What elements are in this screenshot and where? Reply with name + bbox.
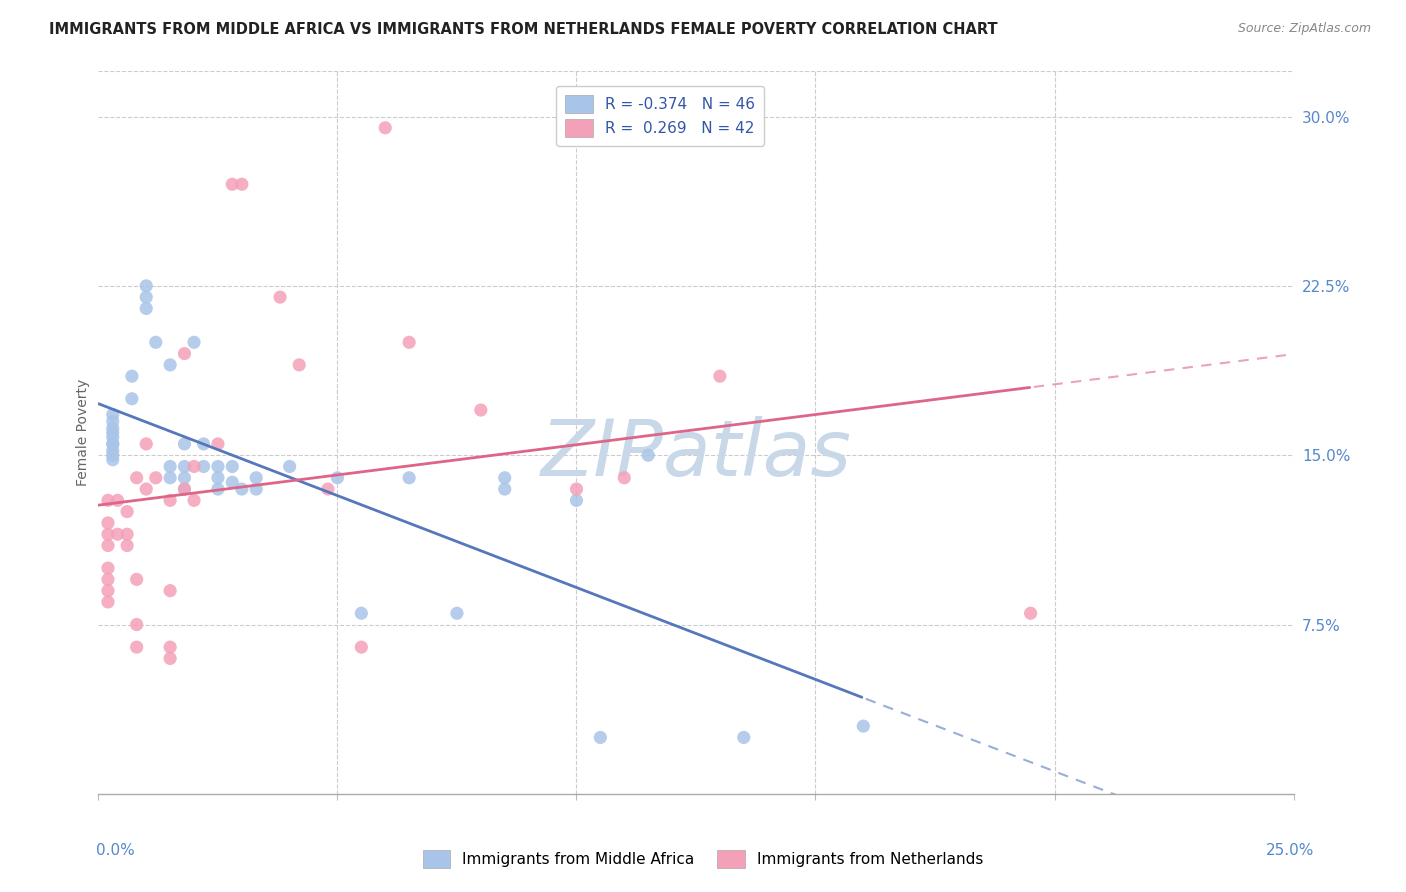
Point (288, 358, 311, 372)
Point (245, 471, 267, 485)
Point (135, 482, 157, 496)
Point (101, 421, 124, 435)
Point (101, 443, 124, 458)
Point (245, 482, 267, 496)
Point (97, 516, 120, 530)
Point (101, 414, 124, 428)
Point (221, 459, 243, 474)
Legend: Immigrants from Middle Africa, Immigrants from Netherlands: Immigrants from Middle Africa, Immigrant… (415, 843, 991, 875)
Point (101, 430, 124, 444)
Y-axis label: Female Poverty: Female Poverty (76, 379, 90, 486)
Point (613, 471, 636, 485)
Point (101, 452, 124, 467)
Point (97, 539, 120, 553)
Point (125, 617, 148, 632)
Point (125, 640, 148, 654)
Text: Source: ZipAtlas.com: Source: ZipAtlas.com (1237, 22, 1371, 36)
Point (398, 471, 420, 485)
Point (183, 335, 205, 350)
Point (135, 437, 157, 451)
Point (97, 583, 120, 598)
Point (125, 471, 148, 485)
Point (709, 369, 731, 384)
Point (101, 425, 124, 440)
Text: ZIPatlas: ZIPatlas (540, 417, 852, 492)
Point (221, 178, 243, 192)
Point (145, 335, 167, 350)
Point (193, 459, 215, 474)
Point (565, 493, 588, 508)
Point (207, 459, 229, 474)
Point (589, 731, 612, 745)
Point (159, 583, 181, 598)
Point (350, 607, 373, 621)
Point (278, 459, 301, 474)
Legend: R = -0.374   N = 46, R =  0.269   N = 42: R = -0.374 N = 46, R = 0.269 N = 42 (557, 87, 763, 146)
Point (207, 437, 229, 451)
Point (107, 527, 129, 541)
Point (101, 437, 124, 451)
Point (97, 595, 120, 609)
Point (121, 392, 143, 406)
Point (733, 731, 755, 745)
Point (269, 290, 291, 304)
Point (115, 527, 138, 541)
Point (173, 346, 195, 360)
Point (159, 493, 181, 508)
Point (470, 403, 492, 417)
Point (135, 301, 157, 316)
Point (101, 437, 124, 451)
Point (125, 573, 148, 587)
Point (207, 471, 229, 485)
Point (173, 482, 195, 496)
Point (446, 607, 468, 621)
Point (494, 471, 516, 485)
Point (1019, 607, 1042, 621)
Point (115, 539, 138, 553)
Point (145, 471, 167, 485)
Point (97, 493, 120, 508)
Point (101, 408, 124, 422)
Text: IMMIGRANTS FROM MIDDLE AFRICA VS IMMIGRANTS FROM NETHERLANDS FEMALE POVERTY CORR: IMMIGRANTS FROM MIDDLE AFRICA VS IMMIGRA… (49, 22, 998, 37)
Point (97, 527, 120, 541)
Point (159, 358, 181, 372)
Point (115, 505, 138, 519)
Point (231, 482, 253, 496)
Point (207, 482, 229, 496)
Point (135, 290, 157, 304)
Text: 25.0%: 25.0% (1267, 843, 1315, 858)
Point (121, 369, 143, 384)
Point (221, 475, 243, 490)
Point (173, 459, 195, 474)
Point (231, 178, 253, 192)
Point (101, 448, 124, 462)
Point (135, 278, 157, 293)
Point (173, 437, 195, 451)
Point (193, 437, 215, 451)
Point (159, 651, 181, 665)
Point (637, 448, 659, 462)
Point (173, 471, 195, 485)
Point (494, 482, 516, 496)
Point (173, 482, 195, 496)
Point (316, 482, 339, 496)
Point (97, 561, 120, 575)
Text: 0.0%: 0.0% (96, 843, 135, 858)
Point (97, 573, 120, 587)
Point (852, 719, 875, 733)
Point (183, 493, 205, 508)
Point (159, 640, 181, 654)
Point (350, 640, 373, 654)
Point (565, 482, 588, 496)
Point (326, 471, 349, 485)
Point (183, 459, 205, 474)
Point (398, 335, 420, 350)
Point (159, 459, 181, 474)
Point (374, 120, 396, 135)
Point (107, 493, 129, 508)
Point (159, 471, 181, 485)
